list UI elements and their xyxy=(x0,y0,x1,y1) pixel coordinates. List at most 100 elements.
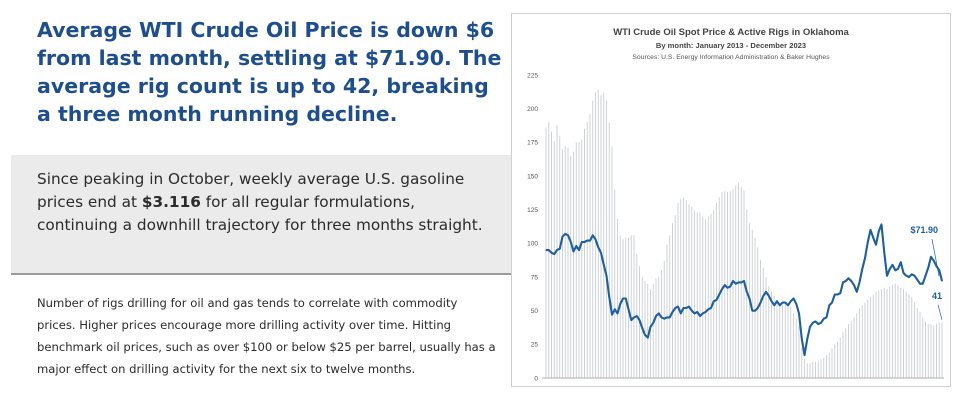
price-point xyxy=(603,264,605,266)
price-point xyxy=(845,280,847,282)
price-point xyxy=(718,293,720,296)
price-point xyxy=(586,240,588,242)
price-point xyxy=(891,264,894,266)
price-point xyxy=(869,229,872,231)
y-tick-label: 175 xyxy=(527,140,538,147)
price-point xyxy=(814,320,817,323)
price-point xyxy=(781,301,784,304)
price-point xyxy=(625,297,627,300)
price-point xyxy=(847,277,850,279)
price-point xyxy=(570,241,572,243)
price-point xyxy=(630,319,632,321)
price-point xyxy=(751,310,753,312)
price-point xyxy=(614,308,616,310)
price-point xyxy=(773,304,775,306)
price-point xyxy=(674,307,676,309)
price-point xyxy=(561,236,564,238)
price-point xyxy=(619,303,621,305)
price-point xyxy=(622,297,624,300)
price-point xyxy=(724,284,726,286)
price-point xyxy=(828,304,830,306)
price-annotation-leader xyxy=(931,238,940,277)
price-point xyxy=(553,253,555,255)
price-point xyxy=(825,316,828,318)
gasoline-callout: Since peaking in October, weekly average… xyxy=(11,155,526,275)
headline-rig-count: 42 xyxy=(342,74,372,98)
price-point xyxy=(792,297,795,300)
price-point xyxy=(589,240,591,242)
price-point xyxy=(669,316,671,318)
price-point xyxy=(740,281,742,283)
price-point xyxy=(812,322,814,324)
callout-text: Since peaking in October, weekly average… xyxy=(37,168,487,237)
headline-price: $71.90 xyxy=(364,46,445,70)
price-point xyxy=(856,291,858,293)
price-point xyxy=(704,311,707,313)
price-point xyxy=(644,334,646,336)
price-point xyxy=(545,249,547,251)
price-point xyxy=(616,312,619,314)
price-point xyxy=(803,354,806,356)
chart-title: WTI Crude Oil Spot Price & Active Rigs i… xyxy=(613,27,849,38)
headline: Average WTI Crude Oil Price is down $6 f… xyxy=(37,16,502,128)
price-point xyxy=(548,249,550,251)
price-point xyxy=(627,308,630,310)
chart-svg: WTI Crude Oil Spot Price & Active Rigs i… xyxy=(527,27,944,382)
price-point xyxy=(790,300,792,302)
annotations: $71.90 41 xyxy=(910,225,943,320)
price-point xyxy=(608,296,610,298)
price-point xyxy=(776,300,778,302)
price-point xyxy=(721,288,723,290)
price-point xyxy=(713,300,715,302)
price-point xyxy=(641,327,643,329)
price-point xyxy=(592,234,594,236)
price-point xyxy=(779,304,781,306)
price-point xyxy=(924,275,927,277)
price-point xyxy=(594,238,597,240)
price-point xyxy=(809,326,811,328)
price-point xyxy=(715,299,718,301)
price-point xyxy=(875,244,877,246)
price-point xyxy=(801,338,803,340)
price-point xyxy=(666,316,668,318)
price-point xyxy=(600,252,602,254)
price-point xyxy=(759,301,762,304)
price-point xyxy=(850,280,852,282)
price-point xyxy=(806,338,808,340)
price-point xyxy=(638,319,641,321)
price-point xyxy=(682,307,685,309)
price-point xyxy=(699,315,701,317)
price-point xyxy=(696,311,698,313)
price-point xyxy=(743,280,745,282)
price-point xyxy=(754,310,756,312)
price-point xyxy=(685,307,687,309)
price-point xyxy=(680,312,682,314)
headline-text-2: from last month, settling at xyxy=(37,46,365,70)
price-point xyxy=(897,268,899,270)
price-point xyxy=(575,245,577,247)
price-point xyxy=(864,257,866,259)
price-point xyxy=(578,249,580,251)
price-point xyxy=(757,307,759,309)
price-point xyxy=(710,307,712,309)
callout-text-1: Since peaking in October, weekly average… xyxy=(37,170,465,211)
y-tick-label: 75 xyxy=(531,274,539,281)
price-point xyxy=(820,322,822,324)
price-annotation: $71.90 xyxy=(910,225,938,235)
price-point xyxy=(908,276,910,278)
price-point xyxy=(658,312,660,314)
chart-source: Sources: U.S. Energy Information Adminis… xyxy=(632,54,830,61)
price-point xyxy=(919,283,921,285)
price-point xyxy=(768,295,770,297)
price-point xyxy=(660,316,663,318)
price-point xyxy=(649,326,652,328)
headline-price-change: $6 xyxy=(465,18,495,42)
price-point xyxy=(732,280,734,282)
price-point xyxy=(894,269,896,271)
price-point xyxy=(933,260,935,262)
price-point xyxy=(823,318,825,320)
price-point xyxy=(861,268,863,270)
price-point xyxy=(556,249,558,251)
y-tick-label: 50 xyxy=(531,308,539,315)
price-point xyxy=(550,252,553,254)
